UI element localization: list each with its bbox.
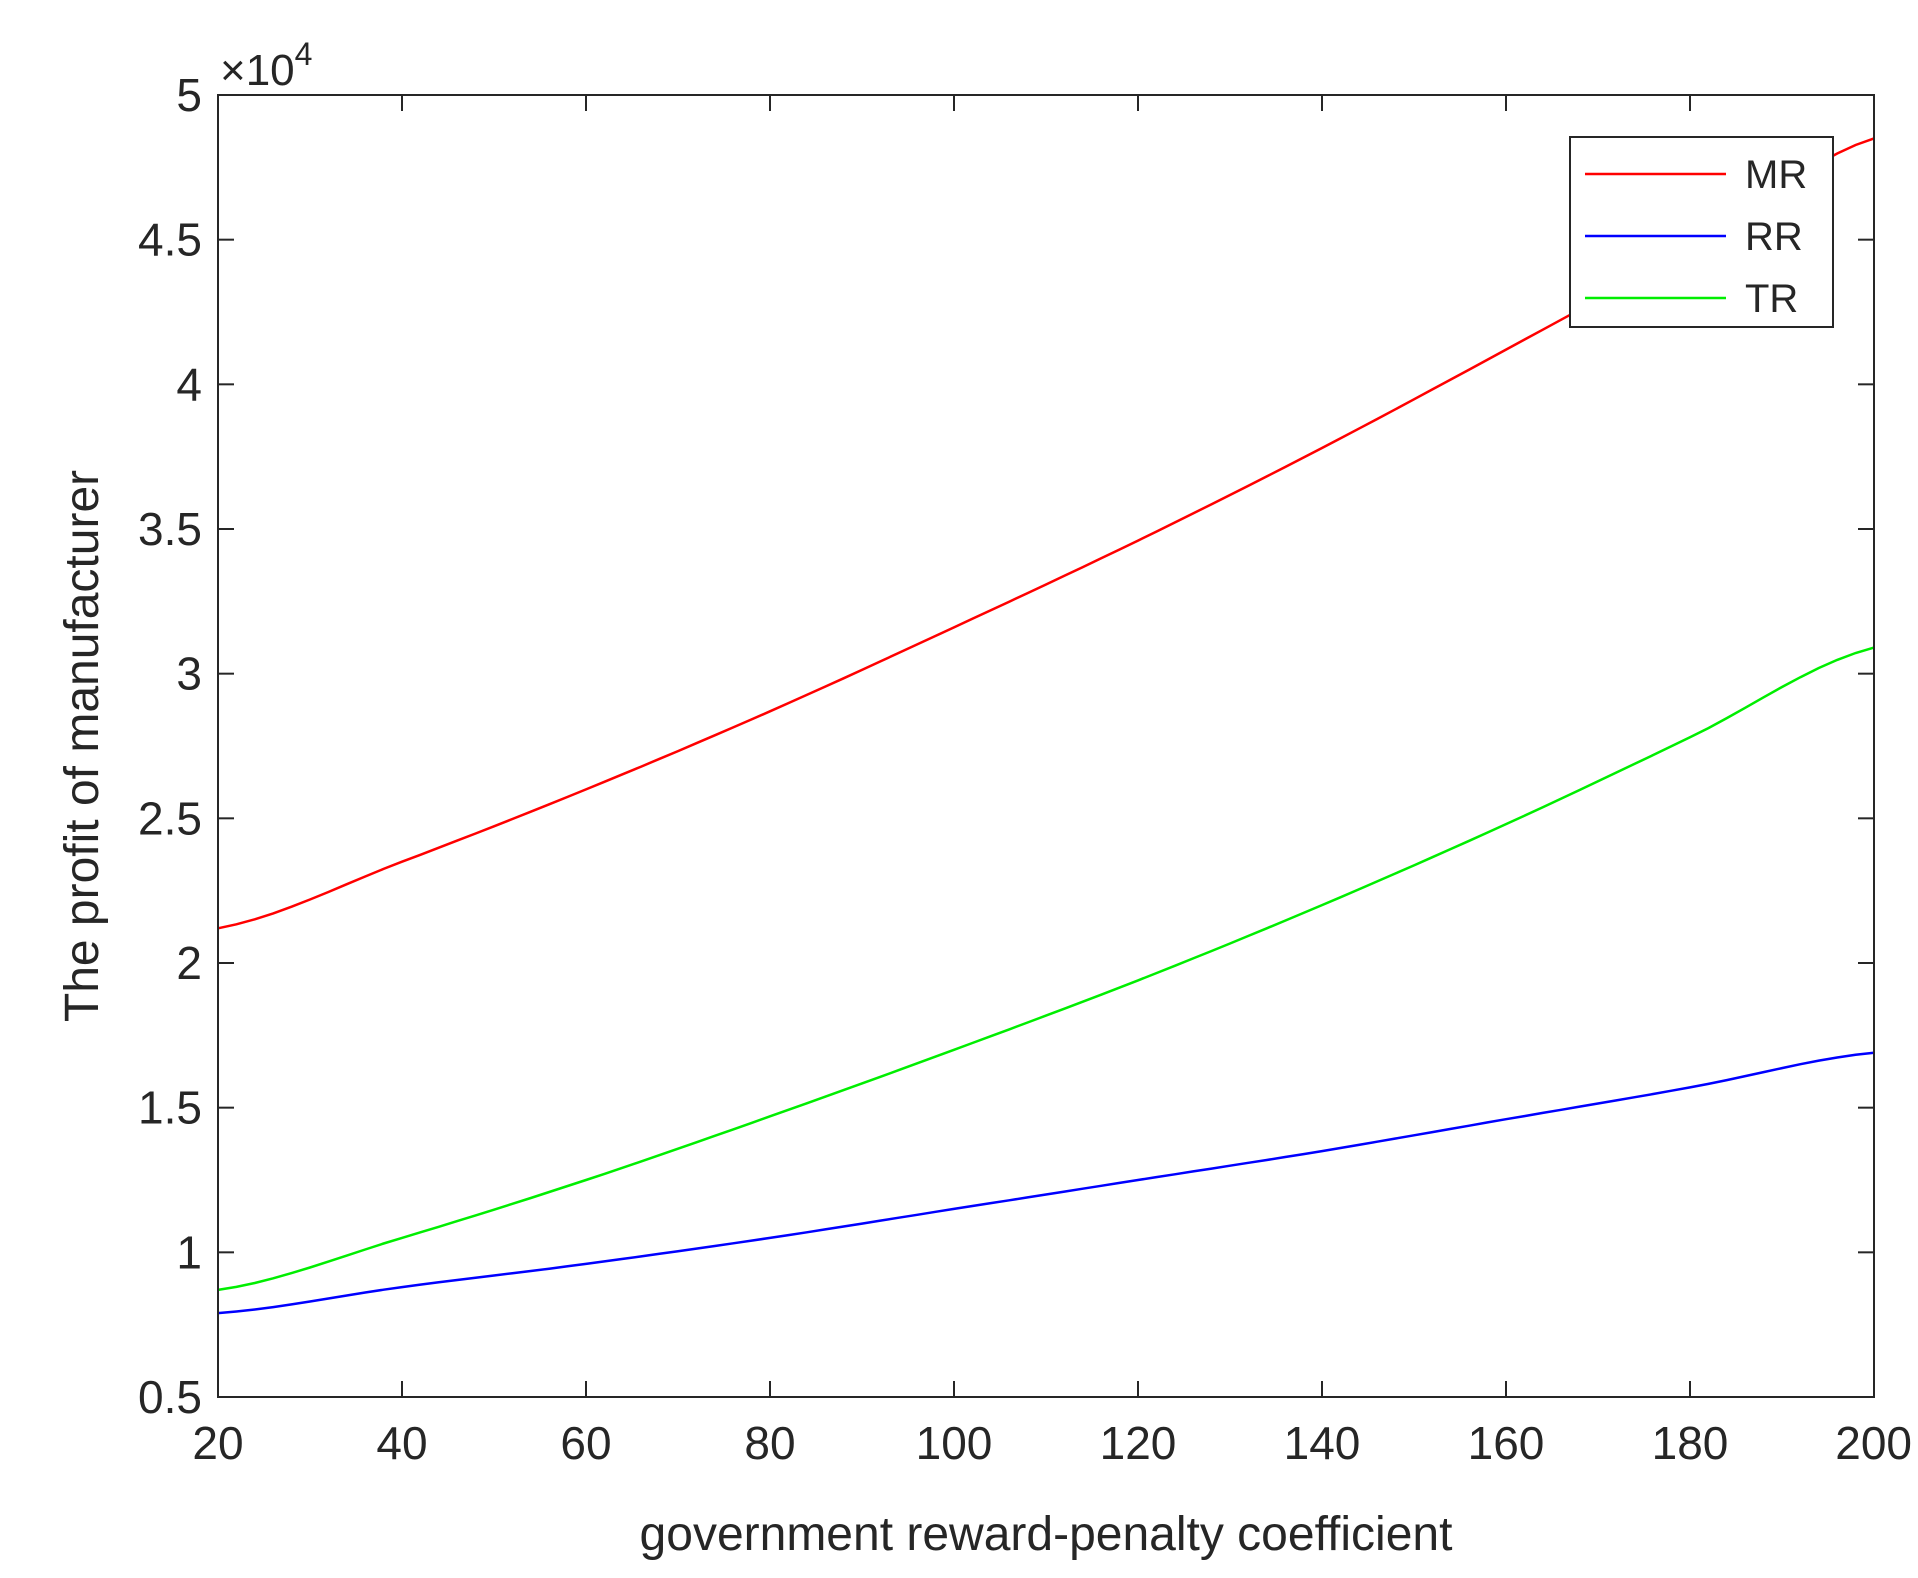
legend-label-mr: MR	[1745, 153, 1807, 197]
legend: MR RR TR	[1569, 136, 1834, 328]
y-tick-label: 1.5	[138, 1082, 202, 1134]
y-tick-label: 4	[176, 358, 202, 410]
x-axis-title: government reward-penalty coefficient	[640, 1508, 1453, 1561]
x-tick-label: 100	[916, 1417, 993, 1469]
y-multiplier-exponent: 4	[295, 36, 313, 72]
y-tick-label: 0.5	[138, 1371, 202, 1423]
y-tick-label: 3.5	[138, 503, 202, 555]
y-tick-label: 3	[176, 648, 202, 700]
x-tick-label: 80	[744, 1417, 795, 1469]
y-tick-label: 2	[176, 937, 202, 989]
x-tick-label: 40	[376, 1417, 427, 1469]
x-tick-label: 160	[1468, 1417, 1545, 1469]
x-tick-label: 200	[1835, 1417, 1912, 1469]
x-tick-label: 20	[192, 1417, 243, 1469]
x-tick-label: 120	[1100, 1417, 1177, 1469]
series-line-tr	[217, 646, 1875, 1292]
x-tick-label: 60	[560, 1417, 611, 1469]
tick-layer	[217, 94, 1875, 1398]
y-tick-label: 5	[176, 69, 202, 121]
y-multiplier-base: ×10	[220, 46, 295, 95]
y-tick-labels: 0.5 1 1.5 2 2.5 3 3.5 4 4.5 5	[138, 69, 202, 1423]
legend-label-tr: TR	[1745, 277, 1798, 321]
x-tick-label: 140	[1284, 1417, 1361, 1469]
y-tick-label: 2.5	[138, 792, 202, 844]
legend-box	[1569, 136, 1834, 328]
axes-box	[217, 94, 1875, 1398]
series-line-rr	[217, 1051, 1875, 1315]
x-tick-label: 180	[1652, 1417, 1729, 1469]
y-multiplier-label: ×104	[220, 36, 312, 95]
y-tick-label: 1	[176, 1226, 202, 1278]
legend-label-rr: RR	[1745, 215, 1803, 259]
x-tick-labels: 20 40 60 80 100 120 140 160 180 200	[192, 1417, 1912, 1469]
y-tick-label: 4.5	[138, 214, 202, 266]
y-axis-title: The profit of manufacturer	[56, 470, 109, 1022]
